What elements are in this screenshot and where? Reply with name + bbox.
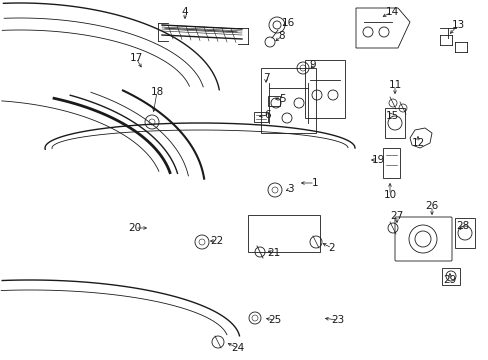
Text: 1: 1 (311, 178, 318, 188)
Text: 25: 25 (268, 315, 281, 325)
Text: 13: 13 (450, 20, 464, 30)
Text: 12: 12 (410, 138, 424, 148)
Text: 21: 21 (267, 248, 280, 258)
Text: 19: 19 (370, 155, 384, 165)
Text: 2: 2 (328, 243, 335, 253)
Text: 7: 7 (262, 73, 269, 83)
Text: 5: 5 (278, 94, 285, 104)
Text: 27: 27 (389, 211, 403, 221)
Text: 11: 11 (387, 80, 401, 90)
Text: 24: 24 (231, 343, 244, 353)
Text: 22: 22 (210, 236, 223, 246)
Text: 6: 6 (264, 110, 271, 120)
Text: 28: 28 (455, 221, 468, 231)
Text: 17: 17 (129, 53, 142, 63)
Text: 15: 15 (385, 111, 398, 121)
Text: 3: 3 (286, 184, 293, 194)
Text: 4: 4 (182, 7, 188, 17)
Text: 20: 20 (128, 223, 141, 233)
Text: 14: 14 (385, 7, 398, 17)
Text: 23: 23 (331, 315, 344, 325)
Text: 16: 16 (281, 18, 294, 28)
Text: 8: 8 (278, 31, 285, 41)
Text: 9: 9 (309, 60, 316, 70)
Text: 26: 26 (425, 201, 438, 211)
Text: 18: 18 (150, 87, 163, 97)
Text: 10: 10 (383, 190, 396, 200)
Text: 29: 29 (443, 275, 456, 285)
